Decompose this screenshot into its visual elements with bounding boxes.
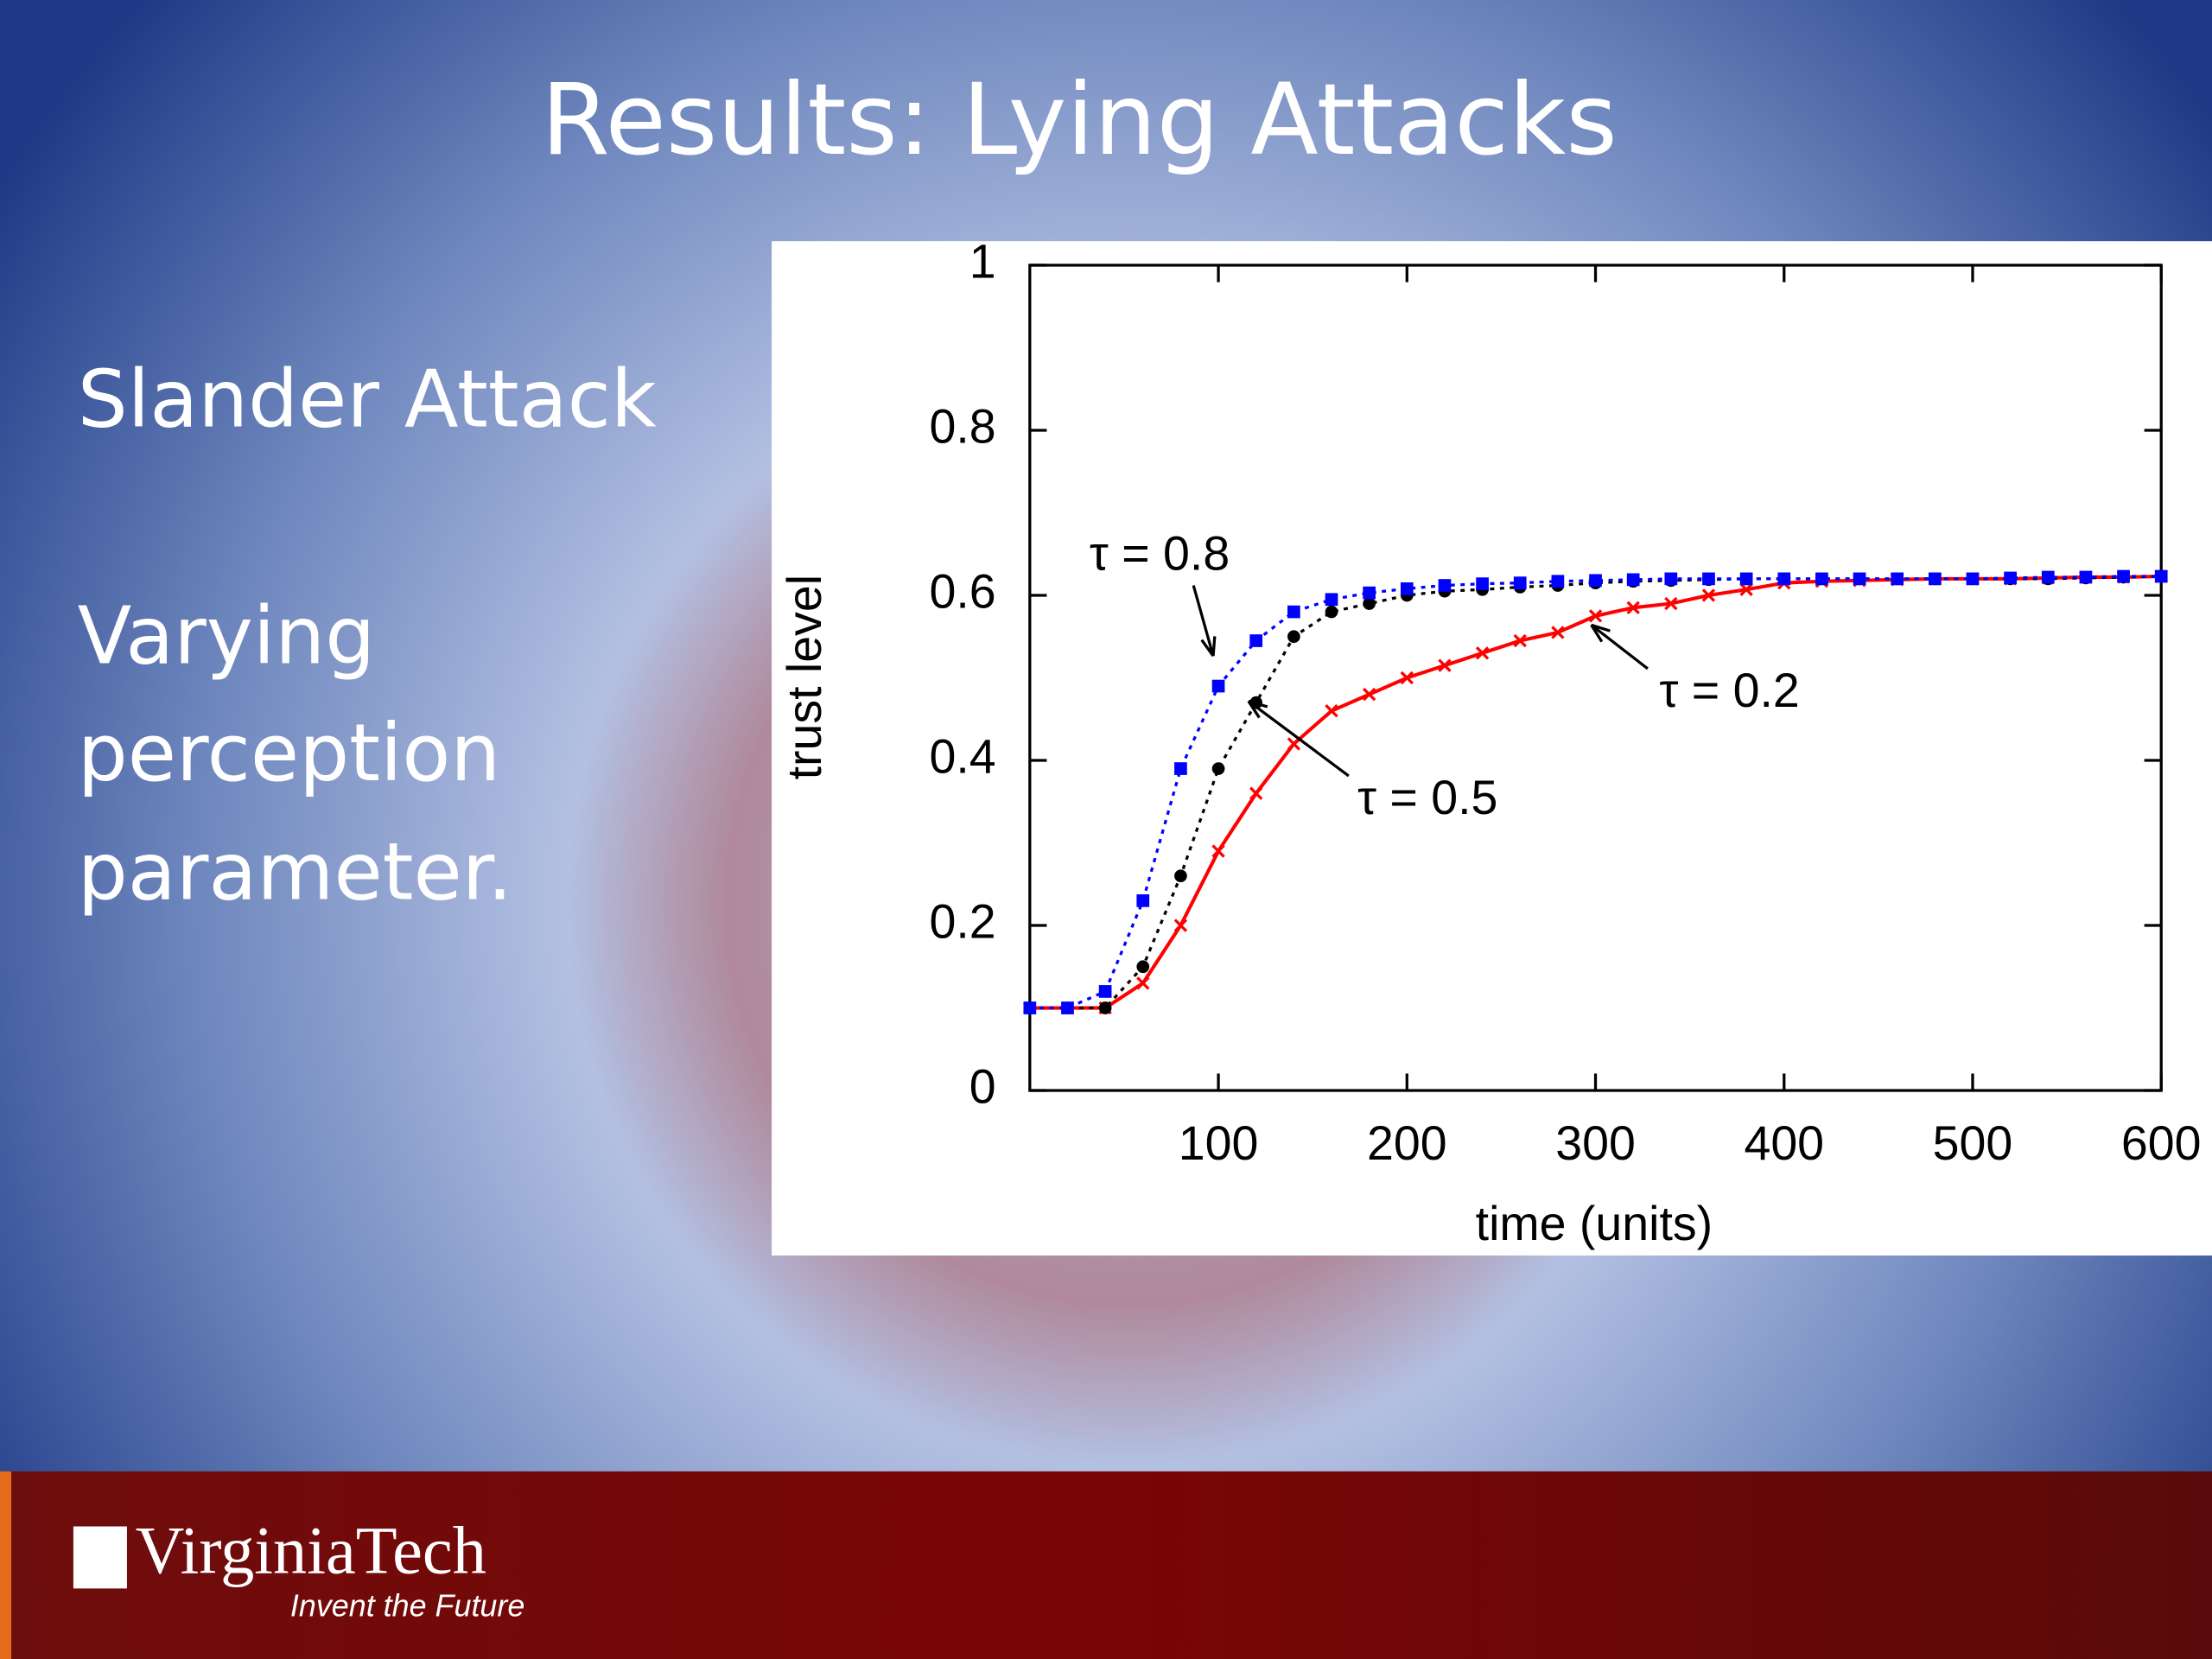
arrow-head [1590, 623, 1611, 643]
x-tick-label: 100 [1179, 1116, 1259, 1170]
point [1098, 985, 1112, 998]
point [1325, 593, 1338, 607]
point [2041, 570, 2055, 584]
point [1664, 596, 1678, 611]
point [1211, 679, 1225, 693]
point [1061, 1001, 1074, 1014]
point [1739, 582, 1753, 596]
point [1400, 671, 1414, 685]
point [1929, 572, 1942, 586]
y-tick-label: 0.4 [929, 730, 995, 784]
series-label: τ = 0.8 [1090, 527, 1230, 581]
point [1476, 577, 1489, 590]
point [1891, 572, 1904, 586]
point [1173, 918, 1188, 932]
point [1588, 609, 1603, 623]
body-text: parameter. [78, 825, 512, 918]
point [1664, 572, 1678, 586]
point [1551, 626, 1565, 639]
point [1098, 1001, 1112, 1014]
point [1853, 572, 1866, 586]
point [1136, 976, 1150, 990]
point [1400, 582, 1414, 595]
y-tick-label: 0.2 [929, 895, 995, 949]
series-label: τ = 0.5 [1357, 771, 1497, 824]
point [1966, 572, 1980, 586]
point [1136, 894, 1150, 907]
y-tick-label: 1 [969, 235, 996, 289]
x-tick-label: 600 [2121, 1116, 2202, 1170]
body-text: Slander Attack [78, 353, 657, 445]
point [2117, 569, 2130, 583]
tagline: Invent the Future [290, 1588, 524, 1624]
y-tick-label: 0.6 [929, 565, 995, 619]
point [1739, 572, 1753, 586]
point [1136, 960, 1150, 974]
y-tick-label: 0 [969, 1060, 996, 1114]
point [1287, 630, 1300, 644]
point [1701, 588, 1716, 602]
annotation-arrow [1192, 585, 1215, 657]
point [1438, 579, 1452, 592]
x-tick-label: 300 [1555, 1116, 1636, 1170]
point [2004, 571, 2017, 585]
point [2154, 569, 2168, 583]
point [1626, 601, 1640, 614]
logo-shield [73, 1526, 127, 1589]
point [1211, 844, 1225, 858]
point [1363, 586, 1376, 600]
slide-title: Results: Lying Attacks [541, 62, 1618, 177]
point [1211, 762, 1225, 775]
point [1325, 605, 1338, 619]
arrow-head [1200, 636, 1217, 658]
x-tick-label: 500 [1933, 1116, 2013, 1170]
x-axis-label: time (units) [1476, 1197, 1713, 1250]
point [1551, 575, 1565, 588]
point [1174, 762, 1187, 775]
point [1513, 633, 1527, 648]
logo: VirginiaTech [136, 1512, 486, 1587]
x-tick-label: 400 [1744, 1116, 1824, 1170]
point [1249, 634, 1263, 647]
footer-band [0, 1471, 2212, 1659]
point [1287, 737, 1301, 751]
y-tick-label: 0.8 [929, 400, 995, 454]
annotation-arrow [1590, 623, 1649, 671]
point [1589, 574, 1602, 588]
point [1815, 572, 1828, 586]
point [1174, 869, 1187, 883]
point [1362, 687, 1376, 702]
point [1438, 658, 1452, 672]
point [2079, 570, 2093, 584]
footer-stripe [0, 1471, 12, 1659]
body-text: Varying [78, 590, 375, 683]
point [1475, 646, 1490, 660]
y-axis-label: trust level [778, 575, 831, 780]
series-label: τ = 0.2 [1659, 664, 1799, 717]
point [1023, 1001, 1037, 1014]
arrow-head [1247, 699, 1268, 719]
point [1702, 572, 1715, 586]
point [1363, 597, 1376, 610]
x-tick-label: 200 [1367, 1116, 1447, 1170]
point [1249, 786, 1263, 800]
point [1513, 576, 1527, 589]
annotation-arrow [1247, 700, 1350, 778]
point [1626, 573, 1640, 587]
point [1287, 605, 1300, 619]
point [1777, 572, 1791, 586]
body-text: perception [78, 707, 500, 799]
point [1325, 704, 1338, 718]
